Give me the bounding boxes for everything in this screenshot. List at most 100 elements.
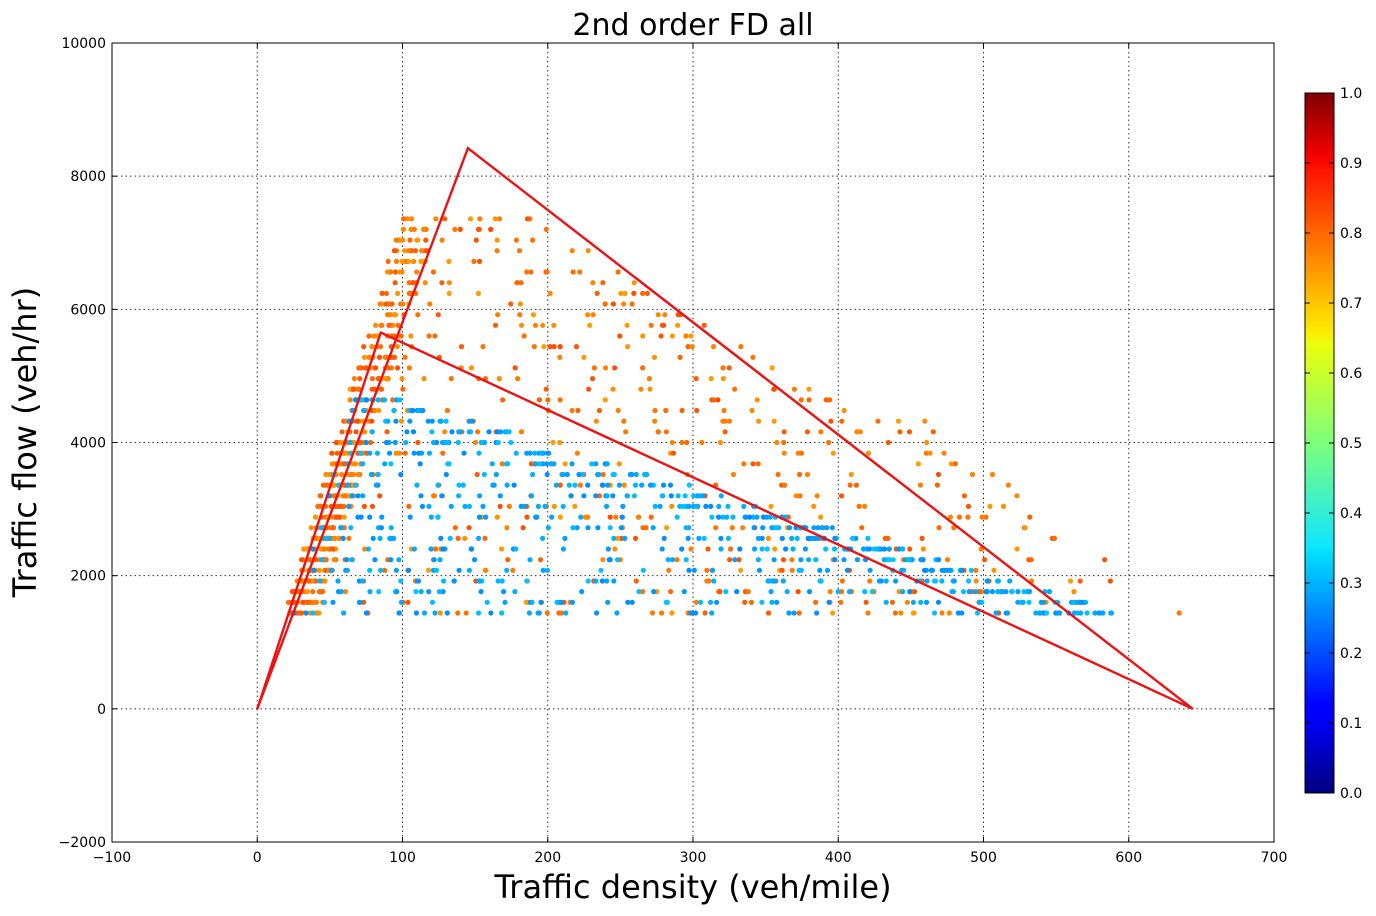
scatter-point	[722, 429, 728, 435]
scatter-point	[682, 493, 688, 499]
scatter-point	[392, 312, 398, 318]
scatter-point	[402, 354, 408, 360]
scatter-point	[729, 525, 735, 531]
scatter-point	[791, 610, 797, 616]
scatter-point	[440, 546, 446, 552]
scatter-point	[675, 493, 681, 499]
scatter-point	[480, 344, 486, 350]
scatter-point	[947, 567, 953, 573]
scatter-point	[438, 535, 444, 542]
y-tick-label: 10000	[61, 36, 106, 52]
scatter-point	[774, 439, 780, 446]
scatter-point	[341, 493, 348, 499]
scatter-point	[317, 493, 323, 499]
scatter-point	[379, 514, 385, 520]
scatter-point	[886, 546, 892, 552]
scatter-point	[499, 578, 505, 584]
scatter-point	[923, 450, 929, 456]
scatter-point	[468, 365, 474, 371]
y-tick-label: 8000	[70, 169, 106, 185]
scatter-point	[694, 493, 701, 499]
scatter-point	[441, 578, 447, 584]
scatter-point	[623, 429, 629, 435]
scatter-point	[397, 397, 403, 403]
scatter-point	[646, 376, 653, 382]
scatter-point	[618, 290, 624, 296]
scatter-point	[865, 535, 871, 542]
scatter-point	[594, 290, 600, 296]
scatter-point	[768, 589, 774, 595]
scatter-point	[384, 269, 391, 275]
scatter-point	[369, 344, 375, 350]
scatter-point	[934, 482, 941, 488]
scatter-point	[651, 354, 658, 360]
scatter-point	[448, 503, 454, 509]
scatter-point	[749, 407, 755, 414]
scatter-point	[659, 546, 665, 552]
scatter-point	[508, 439, 514, 446]
scatter-point	[780, 578, 786, 584]
scatter-point	[636, 514, 642, 520]
scatter-point	[798, 397, 804, 403]
scatter-point	[865, 450, 872, 456]
scatter-point	[558, 599, 564, 605]
x-tick-label: 100	[389, 850, 416, 866]
scatter-point	[920, 546, 927, 552]
scatter-point	[1007, 578, 1013, 584]
scatter-point	[614, 610, 620, 616]
scatter-point	[551, 503, 558, 509]
scatter-point	[341, 610, 347, 616]
scatter-point	[564, 471, 570, 478]
scatter-point	[460, 482, 466, 488]
scatter-point	[351, 376, 357, 382]
scatter-point	[960, 589, 967, 595]
scatter-point	[439, 280, 445, 286]
scatter-point	[455, 610, 461, 616]
scatter-point	[499, 610, 505, 616]
scatter-point	[663, 407, 669, 414]
scatter-point	[615, 269, 621, 275]
scatter-point	[1078, 610, 1084, 616]
scatter-point	[898, 610, 904, 616]
scatter-point	[398, 599, 404, 605]
scatter-point	[442, 216, 448, 222]
scatter-point	[915, 461, 922, 467]
scatter-point	[790, 546, 796, 552]
scatter-point	[526, 610, 533, 616]
scatter-point	[476, 535, 482, 542]
scatter-point	[517, 312, 523, 318]
scatter-point	[730, 471, 737, 478]
scatter-point	[484, 599, 490, 605]
scatter-point	[398, 418, 405, 424]
scatter-point	[669, 503, 675, 509]
scatter-point	[779, 567, 785, 573]
scatter-point	[410, 429, 417, 435]
scatter-point	[631, 280, 637, 286]
scatter-point	[504, 525, 510, 531]
scatter-point	[435, 514, 441, 520]
scatter-point	[351, 461, 358, 467]
scatter-point	[708, 599, 714, 605]
scatter-point	[448, 376, 454, 382]
scatter-point	[948, 461, 954, 467]
scatter-point	[566, 482, 572, 488]
scatter-point	[660, 482, 667, 488]
scatter-point	[655, 312, 661, 318]
scatter-point	[899, 567, 905, 573]
scatter-point	[505, 557, 511, 563]
scatter-point	[722, 418, 728, 424]
scatter-point	[694, 407, 700, 414]
scatter-point	[720, 514, 726, 520]
scatter-point	[383, 376, 389, 382]
scatter-point	[1107, 578, 1113, 584]
scatter-point	[415, 578, 421, 584]
scatter-point	[342, 450, 348, 456]
scatter-point	[590, 312, 596, 318]
scatter-point	[625, 344, 631, 350]
scatter-point	[648, 514, 654, 520]
scatter-point	[906, 429, 913, 435]
scatter-point	[650, 525, 656, 531]
scatter-point	[772, 546, 778, 552]
scatter-point	[410, 407, 416, 414]
